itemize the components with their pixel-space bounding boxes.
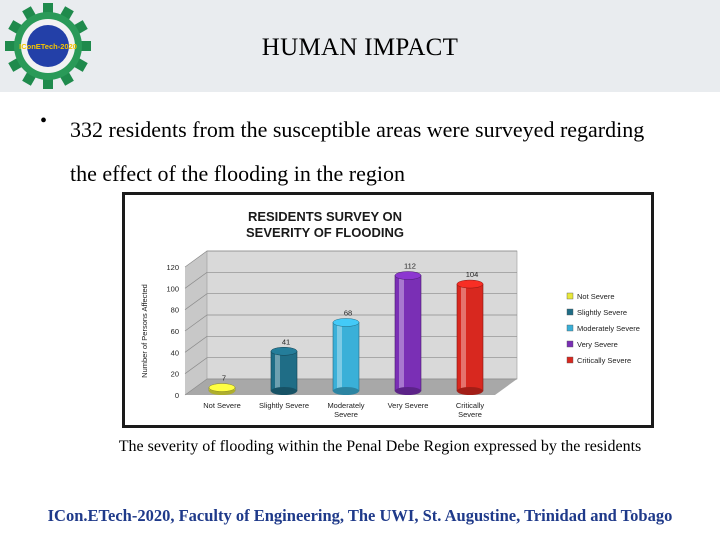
legend-label: Slightly Severe xyxy=(577,308,627,317)
y-tick-label: 40 xyxy=(171,348,179,357)
bar-base xyxy=(333,387,359,395)
legend-swatch xyxy=(566,308,574,316)
y-tick-label: 20 xyxy=(171,370,179,379)
legend-swatch xyxy=(566,292,574,300)
data-label: 68 xyxy=(344,308,352,317)
x-tick-label: Not Severe xyxy=(203,401,241,410)
legend-swatch xyxy=(566,324,574,332)
bar xyxy=(332,322,360,392)
y-axis-label: Number of Persons Affected xyxy=(140,284,149,378)
chart-frame: RESIDENTS SURVEY ON SEVERITY OF FLOODING 0… xyxy=(122,192,654,428)
data-label: 112 xyxy=(404,262,416,271)
bar-cap xyxy=(332,318,360,327)
x-tick-label: Slightly Severe xyxy=(259,401,309,410)
bullet-icon: • xyxy=(40,110,48,132)
data-label: 41 xyxy=(282,337,290,346)
bar-highlight xyxy=(337,324,342,389)
bar xyxy=(394,275,422,392)
y-tick-label: 80 xyxy=(171,306,179,315)
header-band xyxy=(0,0,720,92)
bar-cap xyxy=(270,347,298,356)
x-tick-label: Very Severe xyxy=(388,401,429,410)
legend-label: Not Severe xyxy=(577,292,615,301)
data-label: 104 xyxy=(466,270,479,279)
page-title: HUMAN IMPACT xyxy=(261,34,459,61)
y-tick-label: 0 xyxy=(175,391,179,400)
bar-cap xyxy=(208,383,236,392)
x-tick-label: Severe xyxy=(334,410,358,419)
bar xyxy=(456,283,484,392)
bar-cap xyxy=(394,271,422,280)
bar-highlight xyxy=(275,353,280,389)
chart-title-line-1: RESIDENTS SURVEY ON xyxy=(248,209,402,224)
bar xyxy=(270,350,298,392)
chart-caption: The severity of flooding within the Pena… xyxy=(118,438,642,455)
bar-base xyxy=(395,387,421,395)
y-tick-label: 120 xyxy=(166,263,179,272)
bar-cap xyxy=(456,279,484,289)
legend-label: Very Severe xyxy=(577,340,618,349)
footer-text: ICon.ETech-2020, Faculty of Engineering,… xyxy=(47,506,673,525)
legend-label: Critically Severe xyxy=(577,356,631,365)
y-tick-label: 100 xyxy=(166,284,179,293)
gear-logo-icon: IConETech-2020 xyxy=(5,3,91,89)
bar-base xyxy=(271,387,297,395)
x-tick-label: Moderately xyxy=(327,401,364,410)
chart-title-line-2: SEVERITY OF FLOODING xyxy=(246,225,404,240)
legend-swatch xyxy=(566,340,574,348)
legend-label: Moderately Severe xyxy=(577,324,640,333)
bullet-text: 332 residents from the susceptible areas… xyxy=(70,117,645,186)
y-tick-label: 60 xyxy=(171,327,179,336)
legend-swatch xyxy=(566,356,574,364)
y-gridline xyxy=(184,250,517,268)
data-label: 7 xyxy=(222,374,226,383)
bar-base xyxy=(457,387,483,395)
bar-highlight xyxy=(461,286,466,389)
x-tick-label: Severe xyxy=(458,410,482,419)
logo-text: IConETech-2020 xyxy=(19,42,77,51)
x-tick-label: Critically xyxy=(456,401,485,410)
bar-highlight xyxy=(399,277,404,389)
